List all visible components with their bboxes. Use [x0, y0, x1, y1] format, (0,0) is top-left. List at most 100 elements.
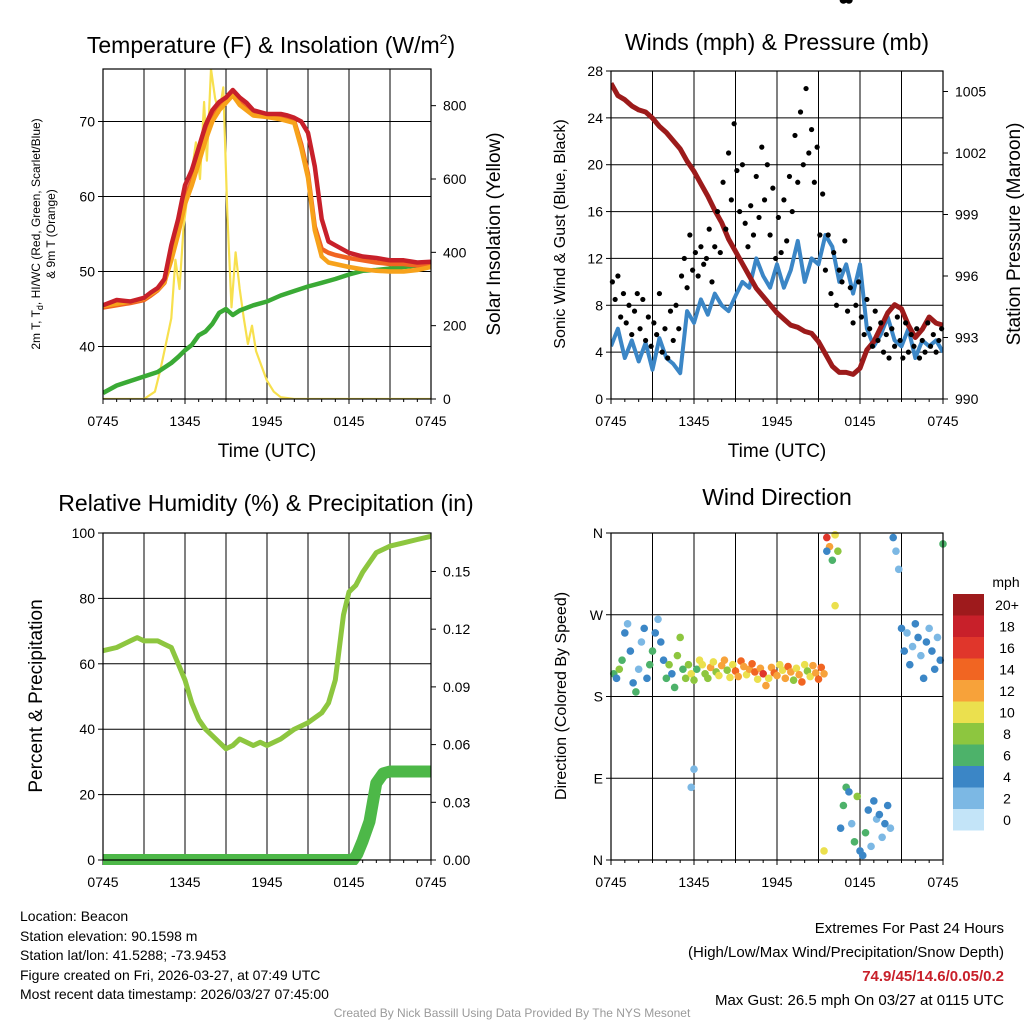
direction-point — [648, 647, 657, 655]
direction-point — [753, 675, 762, 684]
station-info: Location: Beacon Station elevation: 90.1… — [20, 907, 329, 1005]
direction-point — [668, 669, 676, 678]
direction-point — [623, 620, 632, 628]
x-tick-label: 0745 — [595, 874, 626, 890]
direction-point — [687, 669, 696, 678]
direction-point — [836, 824, 845, 833]
direction-point — [723, 666, 731, 674]
y-right-tick-label: 800 — [443, 98, 467, 114]
chart-title: Relative Humidity (%) & Precipitation (i… — [58, 490, 473, 516]
gust-point — [618, 314, 624, 320]
plot-border — [102, 68, 432, 400]
x-tick-label: 1345 — [678, 874, 709, 890]
gust-point — [847, 285, 853, 291]
gust-point — [615, 273, 621, 279]
gust-point — [925, 320, 931, 326]
direction-point — [670, 683, 679, 692]
y-right-tick-label: 999 — [955, 207, 979, 223]
y-tick-label: 4 — [595, 344, 603, 360]
direction-point — [870, 797, 878, 805]
series-line-relative-humidity — [102, 533, 432, 752]
gust-point — [654, 331, 660, 338]
gust-point — [889, 326, 895, 332]
direction-point — [800, 660, 809, 669]
direction-point — [908, 642, 917, 651]
gust-point — [623, 320, 629, 326]
gust-point — [922, 349, 928, 355]
x-tick-label: 0745 — [927, 874, 958, 890]
colorbar-label: 20+ — [995, 597, 1019, 613]
gust-point — [742, 220, 748, 226]
direction-point — [828, 556, 837, 565]
gust-point — [698, 244, 704, 250]
plot-border — [610, 532, 944, 861]
direction-point — [831, 531, 839, 539]
gust-point — [786, 173, 793, 180]
gust-point — [662, 326, 668, 332]
x-tick-label: 0745 — [415, 874, 446, 890]
gust-point — [637, 326, 643, 332]
gust-point — [659, 349, 665, 355]
extremes-legend: (High/Low/Max Wind/Precipitation/Snow De… — [688, 944, 1004, 961]
x-tick-label: 0745 — [87, 413, 118, 429]
title-end: ) — [447, 32, 455, 58]
gust-point — [864, 296, 870, 303]
y-tick-label: 60 — [79, 189, 95, 205]
gust-point — [908, 331, 914, 338]
direction-point — [781, 674, 790, 683]
gust-point — [717, 249, 723, 256]
y-tick-label: 80 — [79, 590, 95, 606]
direction-point — [903, 629, 911, 637]
colorbar-title: mph — [992, 574, 1019, 590]
gust-point — [861, 331, 867, 338]
x-tick-label: 0145 — [844, 413, 875, 429]
gust-point — [842, 238, 848, 244]
gust-point — [773, 255, 779, 262]
gust-point — [706, 226, 712, 232]
gust-point — [775, 214, 781, 221]
gust-point — [831, 249, 837, 256]
direction-point — [634, 665, 643, 674]
colorbar-label: 2 — [1003, 791, 1011, 807]
direction-point — [867, 842, 875, 851]
y-tick-label: 8 — [595, 297, 603, 313]
gust-point — [933, 349, 939, 355]
gust-point — [667, 308, 674, 314]
gust-point — [936, 337, 942, 344]
gust-point — [709, 279, 715, 285]
colorbar-swatch — [953, 701, 984, 723]
gust-point — [642, 337, 649, 344]
gust-point — [665, 355, 671, 361]
x-tick-label: 1345 — [169, 413, 200, 429]
y-right-tick-label: 0.09 — [443, 679, 470, 695]
gust-point — [789, 208, 795, 215]
colorbar-swatch — [953, 637, 984, 659]
gust-point — [875, 337, 881, 344]
gust-point — [651, 320, 657, 326]
gust-point — [687, 232, 693, 238]
gust-point — [914, 326, 920, 332]
direction-point — [640, 624, 648, 633]
direction-point — [651, 629, 660, 637]
direction-point — [684, 660, 693, 669]
direction-point — [809, 661, 817, 670]
colorbar-swatch — [953, 723, 984, 745]
direction-point — [911, 620, 920, 628]
direction-point — [922, 638, 931, 646]
direction-point — [657, 638, 665, 646]
direction-point — [875, 810, 884, 819]
gust-point — [886, 355, 892, 361]
gust-point — [828, 290, 834, 297]
gust-point — [720, 179, 726, 185]
direction-point — [726, 673, 734, 682]
y-tick-label: 40 — [79, 721, 95, 737]
y-tick-label: N — [593, 852, 603, 868]
gust-point — [725, 150, 732, 156]
y-tick-label: 12 — [587, 250, 603, 266]
y-axis-label: Direction (Colored By Speed) — [553, 592, 570, 800]
ylabel-subscript: d — [35, 305, 45, 310]
gust-point — [728, 197, 734, 203]
direction-point — [892, 547, 900, 555]
gust-point — [684, 285, 690, 291]
